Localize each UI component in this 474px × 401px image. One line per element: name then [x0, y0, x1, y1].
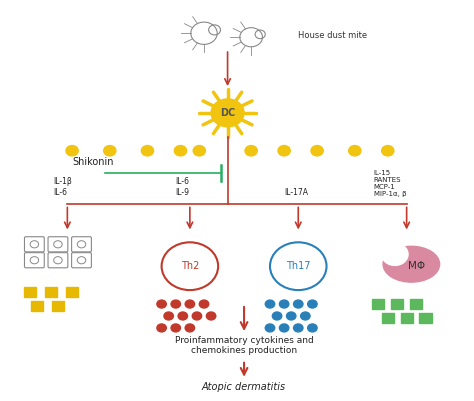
Circle shape	[311, 146, 323, 156]
Circle shape	[199, 300, 209, 308]
Circle shape	[273, 312, 282, 320]
Circle shape	[178, 312, 188, 320]
Circle shape	[171, 324, 181, 332]
Circle shape	[278, 146, 290, 156]
Circle shape	[66, 146, 78, 156]
Text: Proinfammatory cytokines and
chemokines production: Proinfammatory cytokines and chemokines …	[175, 336, 313, 355]
FancyBboxPatch shape	[72, 237, 91, 252]
Bar	[31, 301, 43, 311]
Circle shape	[349, 146, 361, 156]
Circle shape	[185, 300, 195, 308]
Text: MΦ: MΦ	[408, 261, 425, 271]
Circle shape	[308, 300, 317, 308]
Ellipse shape	[383, 246, 439, 282]
Circle shape	[157, 300, 166, 308]
Circle shape	[382, 243, 408, 265]
Bar	[24, 287, 36, 297]
Circle shape	[185, 324, 195, 332]
Circle shape	[279, 300, 289, 308]
FancyBboxPatch shape	[48, 253, 68, 268]
Circle shape	[301, 312, 310, 320]
Text: Th2: Th2	[181, 261, 199, 271]
Circle shape	[206, 312, 216, 320]
Circle shape	[157, 324, 166, 332]
Circle shape	[174, 146, 187, 156]
Circle shape	[279, 324, 289, 332]
Text: DC: DC	[220, 108, 235, 118]
Text: Atopic dermatitis: Atopic dermatitis	[202, 382, 286, 392]
Circle shape	[286, 312, 296, 320]
Text: IL-17A: IL-17A	[284, 188, 308, 196]
Bar	[391, 299, 403, 309]
Circle shape	[265, 324, 275, 332]
Text: IL-6
IL-9: IL-6 IL-9	[176, 177, 190, 196]
FancyBboxPatch shape	[48, 237, 68, 252]
Text: Shikonin: Shikonin	[72, 157, 114, 167]
Circle shape	[265, 300, 275, 308]
Text: IL-15
RANTES
MCP-1
MIP-1α, β: IL-15 RANTES MCP-1 MIP-1α, β	[374, 170, 406, 196]
Circle shape	[308, 324, 317, 332]
Bar	[52, 301, 64, 311]
Bar	[419, 313, 432, 323]
Circle shape	[245, 146, 257, 156]
Bar	[382, 313, 394, 323]
Circle shape	[193, 146, 205, 156]
Bar	[45, 287, 57, 297]
Circle shape	[141, 146, 154, 156]
Circle shape	[192, 312, 201, 320]
Circle shape	[211, 99, 244, 127]
Circle shape	[104, 146, 116, 156]
Bar	[410, 299, 422, 309]
FancyBboxPatch shape	[72, 253, 91, 268]
Bar	[372, 299, 384, 309]
FancyBboxPatch shape	[25, 237, 44, 252]
Text: House dust mite: House dust mite	[298, 31, 367, 40]
Circle shape	[293, 324, 303, 332]
Circle shape	[171, 300, 181, 308]
FancyBboxPatch shape	[25, 253, 44, 268]
Circle shape	[382, 146, 394, 156]
Circle shape	[164, 312, 173, 320]
Text: IL-1β
IL-6: IL-1β IL-6	[53, 177, 72, 196]
Bar	[401, 313, 413, 323]
Circle shape	[293, 300, 303, 308]
Text: Th17: Th17	[286, 261, 310, 271]
Bar	[66, 287, 78, 297]
